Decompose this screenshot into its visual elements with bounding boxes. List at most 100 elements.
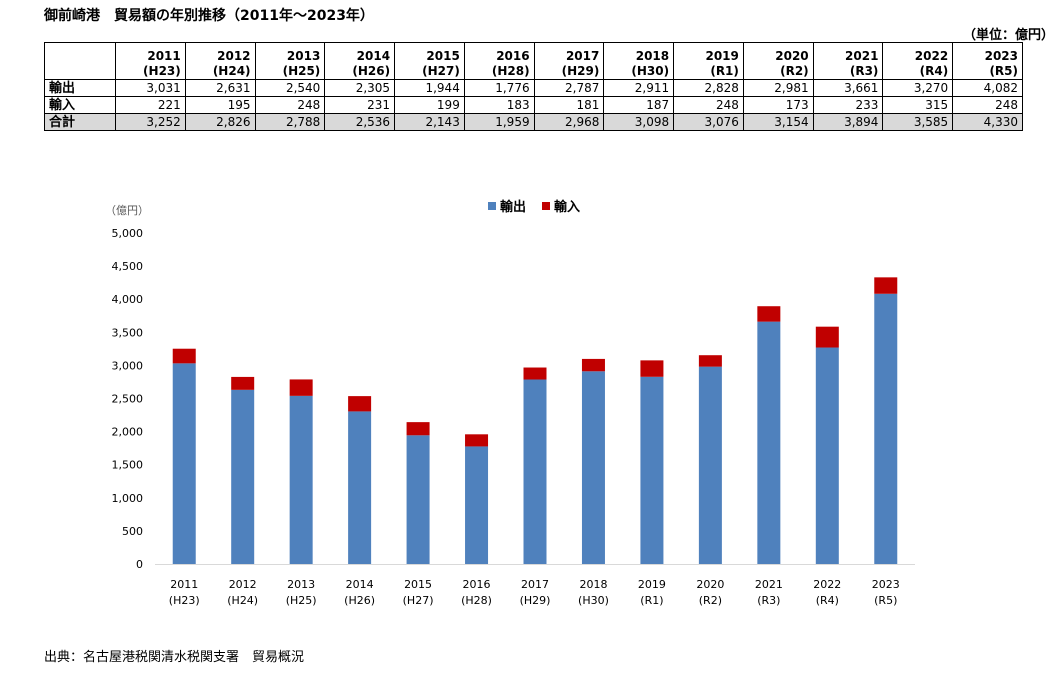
x-tick-label: 2016 (463, 578, 491, 591)
table-cell: 2,968 (533, 113, 605, 131)
table-cell: 2,911 (603, 79, 675, 97)
bar-export (874, 293, 898, 564)
table-cell: 2,143 (394, 113, 465, 131)
table-cell: 3,585 (882, 113, 954, 131)
table-cell: 2,787 (533, 79, 605, 97)
table-header-year: 2012 (H24) (184, 42, 256, 80)
bar-export (406, 435, 430, 564)
bar-export (581, 371, 605, 564)
table-cell: 3,154 (742, 113, 814, 131)
table-cell: 248 (952, 96, 1023, 114)
table-header-year: 2023 (R5) (952, 42, 1023, 80)
table-cell: 2,305 (324, 79, 396, 97)
legend-swatch-import (542, 202, 550, 210)
bar-export (698, 366, 722, 564)
bar-import (757, 306, 781, 322)
stacked-bar-chart: （億円） 0 500 1,000 1,500 2,000 2,500 3,000 3,500 4,… (105, 199, 915, 607)
bar-import (172, 348, 196, 364)
table-cell: 187 (603, 96, 675, 114)
header-era-label: (H30) (631, 64, 670, 78)
x-tick-label: 2019 (638, 578, 666, 591)
x-tick-label: 2020 (696, 578, 724, 591)
header-year-label: 2023 (984, 49, 1018, 63)
table-header-year: 2018 (H30) (603, 42, 675, 80)
table-cell: 2,981 (742, 79, 814, 97)
table-header-year: 2019 (R1) (673, 42, 744, 80)
x-tick-label: 2021 (755, 578, 783, 591)
table-header-year: 2014 (H26) (324, 42, 396, 80)
table-cell: 1,959 (463, 113, 535, 131)
y-tick-label: 4,500 (112, 260, 144, 273)
table-header-year: 2016 (H28) (463, 42, 535, 80)
table-header-year: 2015 (H27) (394, 42, 465, 80)
bar-import (698, 355, 722, 367)
table-cell: 3,270 (882, 79, 954, 97)
table-cell: 221 (115, 96, 186, 114)
table-row: 輸出 3,031 2,631 2,540 2,305 1,944 1,776 2,787 2,9… (44, 79, 1023, 97)
bar-export (348, 411, 372, 564)
table-cell: 2,788 (254, 113, 326, 131)
table-cell: 3,031 (115, 79, 186, 97)
table-corner-cell (44, 42, 116, 80)
header-era-label: (H24) (212, 64, 251, 78)
header-era-label: (H28) (491, 64, 530, 78)
bar-export (815, 347, 839, 564)
table-cell: 1,776 (463, 79, 535, 97)
table-header-year: 2020 (R2) (742, 42, 814, 80)
x-tick-label: 2012 (229, 578, 257, 591)
header-year-label: 2022 (914, 49, 949, 63)
bar-export (289, 395, 313, 564)
table-cell: 2,826 (184, 113, 256, 131)
table-cell: 173 (742, 96, 814, 114)
row-label: 合計 (44, 113, 116, 131)
header-era-label: (R1) (710, 64, 739, 78)
table-cell: 233 (812, 96, 884, 114)
table-cell: 248 (673, 96, 744, 114)
x-tick-sublabel: (H28) (461, 594, 492, 607)
legend-label-import: 輸入 (554, 199, 580, 215)
table-cell: 2,540 (254, 79, 326, 97)
legend-label-export: 輸出 (500, 199, 526, 215)
table-header-year: 2013 (H25) (254, 42, 326, 80)
header-year-label: 2018 (635, 49, 670, 63)
table-cell: 3,098 (603, 113, 675, 131)
bar-import (640, 360, 664, 377)
header-year-label: 2012 (217, 49, 251, 63)
header-year-label: 2011 (147, 49, 181, 63)
table-cell: 2,536 (324, 113, 396, 131)
table-cell: 3,252 (115, 113, 186, 131)
table-header-year: 2011 (H23) (115, 42, 186, 80)
table-cell: 248 (254, 96, 326, 114)
table-header-year: 2021 (R3) (812, 42, 884, 80)
header-year-label: 2013 (286, 49, 321, 63)
header-era-label: (R2) (780, 64, 809, 78)
y-tick-label: 1,000 (112, 492, 144, 505)
x-tick-label: 2015 (404, 578, 432, 591)
table-cell: 2,828 (673, 79, 744, 97)
table-header-year: 2017 (H29) (533, 42, 605, 80)
x-tick-sublabel: (H23) (169, 594, 200, 607)
x-tick-label: 2013 (287, 578, 315, 591)
x-tick-sublabel: (R4) (816, 594, 839, 607)
header-era-label: (H25) (282, 64, 321, 78)
header-year-label: 2020 (775, 49, 809, 63)
table-cell: 183 (463, 96, 535, 114)
x-tick-sublabel: (H26) (344, 594, 375, 607)
source-note: 出典：名古屋港税関清水税関支署 貿易概況 (44, 650, 305, 665)
table-cell: 2,631 (184, 79, 256, 97)
bar-import (289, 379, 313, 396)
header-year-label: 2017 (565, 49, 600, 63)
table-cell: 195 (184, 96, 256, 114)
header-year-label: 2015 (426, 49, 460, 63)
table-cell: 1,944 (394, 79, 465, 97)
x-tick-label: 2023 (872, 578, 900, 591)
x-tick-label: 2014 (346, 578, 374, 591)
y-tick-label: 3,500 (112, 326, 144, 339)
header-era-label: (R4) (919, 64, 949, 78)
x-tick-sublabel: (R2) (699, 594, 722, 607)
table-header-year: 2022 (R4) (882, 42, 954, 80)
x-tick-sublabel: (H25) (286, 594, 317, 607)
table-cell: 231 (324, 96, 396, 114)
table-cell: 4,330 (952, 113, 1023, 131)
header-era-label: (H29) (561, 64, 600, 78)
